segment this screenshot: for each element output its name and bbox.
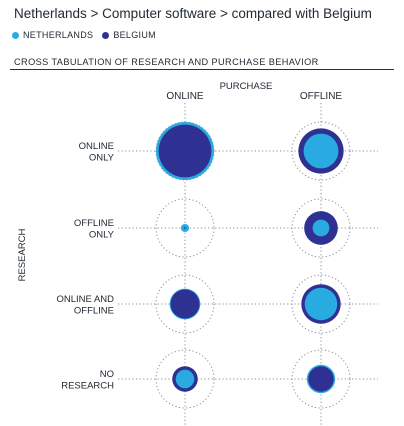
guide-circle-r3-c0 [155,349,215,409]
guide-circle-r0-c1 [291,121,351,181]
legend-dot-netherlands [12,31,19,39]
y-axis-title: RESEARCH [17,228,28,281]
legend-item-belgium[interactable]: BELGIUM [102,30,156,40]
legend-label-netherlands: NETHERLANDS [23,30,94,40]
bubble-netherlands-r3-c0[interactable] [175,369,195,389]
bubble-belgium-r1-c0[interactable] [184,227,186,229]
row-label-2: ONLINE AND OFFLINE [56,294,114,317]
guide-circle-r1-c0 [155,198,215,258]
bubble-belgium-r3-c1[interactable] [308,366,334,392]
breadcrumb: Netherlands > Computer software > compar… [14,6,372,21]
bubble-layer [155,121,351,409]
bubble-netherlands-r2-c1[interactable] [304,287,338,321]
x-axis-title: PURCHASE [220,81,273,92]
guide-circle-r3-c1 [291,349,351,409]
legend-item-netherlands[interactable]: NETHERLANDS [12,30,93,40]
row-label-1: OFFLINE ONLY [74,218,115,241]
bubble-belgium-r0-c0[interactable] [158,124,212,178]
guide-circle-r2-c1 [291,274,351,334]
row-label-0: ONLINE ONLY [79,141,115,164]
bubble-belgium-r2-c0[interactable] [170,289,200,319]
row-label-layer: ONLINE ONLY OFFLINE ONLY ONLINE AND OFFLINE NO… [56,141,114,392]
guide-circle-r1-c1 [291,198,351,258]
guide-circle-r2-c0 [155,274,215,334]
column-label-offline: OFFLINE [300,91,343,102]
legend-label-belgium: BELGIUM [113,30,156,40]
bubble-netherlands-r0-c1[interactable] [303,133,339,169]
section-title: CROSS TABULATION OF RESEARCH AND PURCHAS… [14,57,319,67]
section-divider [10,69,394,70]
legend: NETHERLANDS BELGIUM [12,29,165,41]
bubble-netherlands-r1-c1[interactable] [312,219,330,237]
legend-dot-belgium [102,31,110,39]
row-label-3: NO RESEARCH [61,369,114,392]
column-label-online: ONLINE [166,91,204,102]
